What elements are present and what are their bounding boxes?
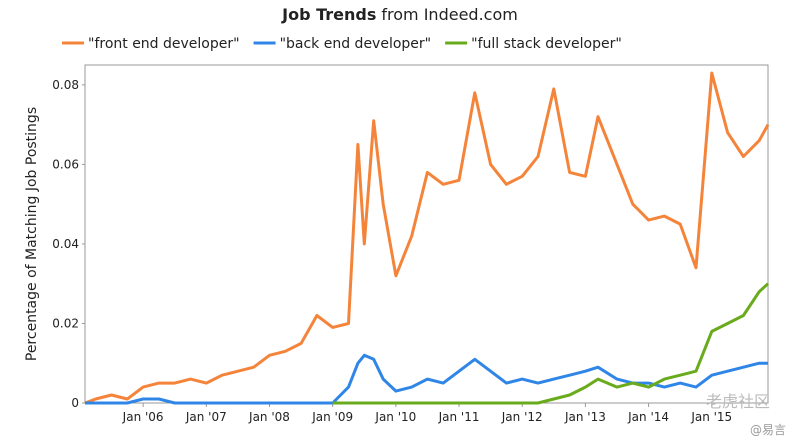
x-tick-label: Jan '06 bbox=[122, 410, 164, 424]
legend-label: "back end developer" bbox=[280, 36, 432, 52]
x-tick-label: Jan '13 bbox=[564, 410, 606, 424]
chart-title: Job Trends from Indeed.com bbox=[281, 5, 518, 24]
y-tick-label: 0 bbox=[71, 396, 79, 410]
x-tick-label: Jan '11 bbox=[438, 410, 480, 424]
x-tick-label: Jan '08 bbox=[248, 410, 290, 424]
x-tick-label: Jan '09 bbox=[311, 410, 353, 424]
legend-label: "front end developer" bbox=[88, 36, 240, 52]
legend-label: "full stack developer" bbox=[471, 36, 622, 52]
watermark: 老虎社区 bbox=[706, 392, 770, 411]
y-axis-label: Percentage of Matching Job Postings bbox=[24, 107, 40, 361]
x-tick-label: Jan '07 bbox=[185, 410, 227, 424]
watermark: @易言 bbox=[750, 423, 786, 437]
x-tick-label: Jan '12 bbox=[501, 410, 543, 424]
y-tick-label: 0.02 bbox=[52, 316, 79, 330]
series-line bbox=[332, 282, 770, 405]
x-tick-label: Jan '14 bbox=[627, 410, 669, 424]
series-line bbox=[84, 71, 770, 405]
y-tick-label: 0.06 bbox=[52, 157, 79, 171]
y-tick-label: 0.08 bbox=[52, 78, 79, 92]
x-tick-label: Jan '15 bbox=[690, 410, 732, 424]
x-tick-label: Jan '10 bbox=[374, 410, 416, 424]
y-tick-label: 0.04 bbox=[52, 237, 79, 251]
plot-frame bbox=[84, 64, 769, 404]
title-normal: from Indeed.com bbox=[381, 5, 517, 24]
title-bold: Job Trends bbox=[281, 5, 376, 24]
